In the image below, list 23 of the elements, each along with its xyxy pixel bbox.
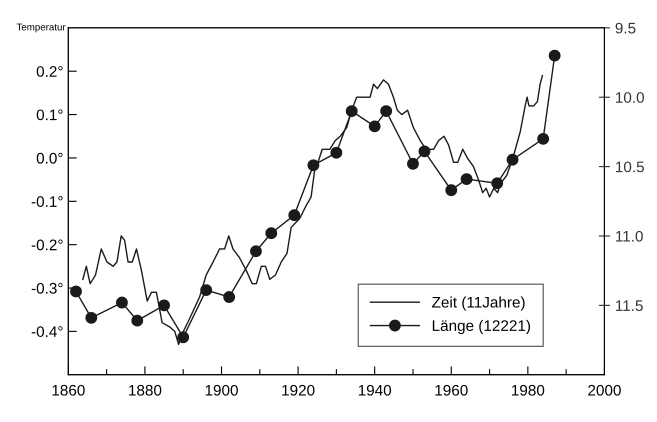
x-tick-label: 1860 — [52, 384, 85, 396]
x-tick-label: 1960 — [435, 384, 468, 396]
y2-tick-label: 11.0 — [616, 230, 643, 242]
legend-label: Länge (12221) — [432, 320, 530, 334]
x-tick-label: 1980 — [512, 384, 544, 396]
y-axis-title: Temperatur — [16, 24, 66, 32]
y2-tick-label: 10.0 — [616, 92, 644, 103]
x-tick-label: 1940 — [358, 384, 392, 396]
x-tick-label: 1900 — [206, 384, 238, 396]
y-tick-label: -0.2° — [32, 240, 63, 250]
x-tick-label: 1920 — [282, 384, 314, 396]
y-tick-label: -0.1° — [32, 196, 63, 207]
y-tick-label: 0.1° — [36, 109, 63, 120]
y-tick-label: -0.3° — [32, 282, 63, 294]
y2-tick-label: 9.5 — [616, 22, 636, 34]
y-tick-label: -0.4° — [32, 326, 63, 338]
y-tick-label: 0.0° — [36, 152, 63, 164]
x-tick-label: 1880 — [129, 384, 162, 396]
x-tick-label: 2000 — [588, 384, 621, 396]
y2-tick-label: 11.5 — [616, 300, 643, 312]
y2-tick-label: 10.5 — [616, 161, 644, 172]
legend-label: Zeit (11Jahre) — [432, 296, 525, 311]
y-tick-label: 0.2° — [36, 66, 63, 77]
